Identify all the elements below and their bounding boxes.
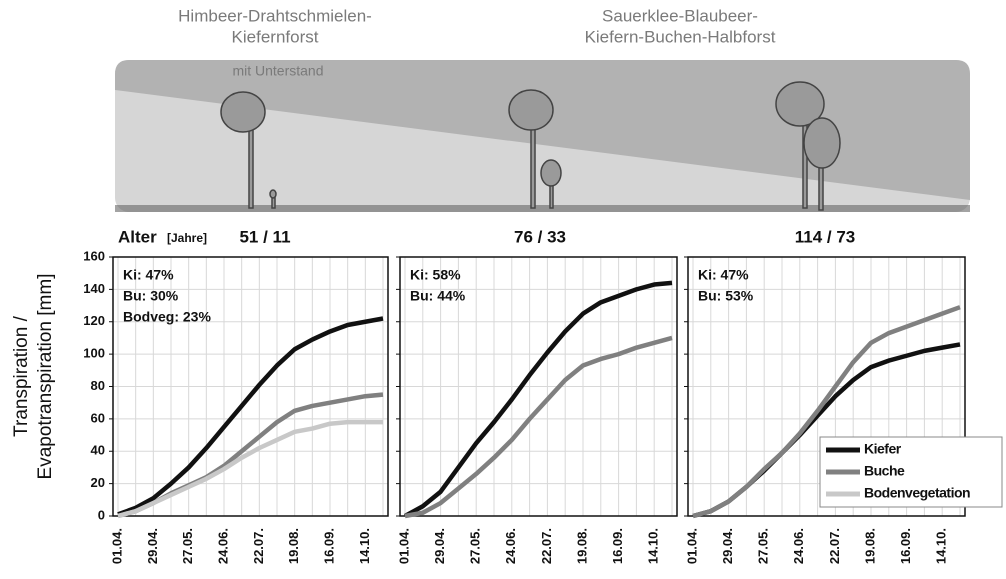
x-tick-label: 01.04. bbox=[684, 528, 699, 564]
x-tick-label: 29.04. bbox=[720, 528, 735, 564]
legend-label: Buche bbox=[864, 463, 905, 479]
x-tick-label: 22.07. bbox=[827, 528, 842, 564]
panel-title: 76 / 33 bbox=[514, 227, 566, 246]
annotation: Bodveg: 23% bbox=[123, 309, 211, 325]
x-tick-label: 24.06. bbox=[791, 528, 806, 564]
series-line bbox=[692, 305, 961, 519]
plot-frame bbox=[687, 256, 966, 517]
x-tick-label: 19.08. bbox=[286, 528, 301, 564]
plot-frame bbox=[399, 256, 678, 517]
age-label: Alter bbox=[118, 227, 157, 246]
x-tick-label: 01.04. bbox=[396, 528, 411, 564]
x-tick-label: 22.07. bbox=[251, 528, 266, 564]
band-shade bbox=[115, 60, 970, 200]
y-tick-label: 40 bbox=[91, 443, 105, 458]
y-tick-label: 60 bbox=[91, 410, 105, 425]
annotation: Ki: 47% bbox=[698, 267, 749, 283]
panel-title: 114 / 73 bbox=[795, 227, 856, 246]
illustration: Himbeer-Drahtschmielen- Kiefernforst mit… bbox=[115, 6, 970, 212]
age-unit: [Jahre] bbox=[167, 231, 207, 245]
y-tick-label: 20 bbox=[91, 475, 105, 490]
x-tick-label: 27.05. bbox=[180, 528, 195, 564]
y-tick-label: 160 bbox=[83, 248, 105, 263]
ground bbox=[115, 205, 970, 212]
annotation: Bu: 30% bbox=[123, 288, 179, 304]
y-tick-label: 100 bbox=[83, 346, 105, 361]
y-axis-label: Evapotranspiration [mm] bbox=[35, 274, 56, 480]
x-tick-label: 19.08. bbox=[862, 528, 877, 564]
forest-title: Sauerklee-Blaubeer- bbox=[602, 6, 758, 25]
x-tick-label: 01.04. bbox=[109, 528, 124, 564]
x-tick-label: 14.10. bbox=[646, 528, 661, 564]
y-tick-label: 140 bbox=[83, 281, 105, 296]
y-tick-label: 120 bbox=[83, 313, 105, 328]
annotation: Ki: 47% bbox=[123, 267, 174, 283]
y-tick-label: 0 bbox=[98, 507, 105, 522]
series-line bbox=[403, 280, 673, 518]
y-tick-label: 80 bbox=[91, 378, 105, 393]
plot-frame bbox=[112, 256, 389, 517]
x-tick-label: 29.04. bbox=[432, 528, 447, 564]
legend-label: Bodenvegetation bbox=[864, 485, 970, 501]
x-tick-label: 24.06. bbox=[215, 528, 230, 564]
x-tick-label: 24.06. bbox=[503, 528, 518, 564]
x-tick-label: 27.05. bbox=[756, 528, 771, 564]
x-tick-label: 27.05. bbox=[468, 528, 483, 564]
tree bbox=[220, 81, 841, 211]
forest-note: mit Unterstand bbox=[232, 63, 323, 79]
panel-title: 51 / 11 bbox=[239, 227, 290, 246]
x-tick-label: 19.08. bbox=[574, 528, 589, 564]
x-tick-label: 29.04. bbox=[145, 528, 160, 564]
x-tick-label: 16.09. bbox=[898, 528, 913, 564]
series-line bbox=[117, 419, 383, 519]
forest-title: Kiefern-Buchen-Halbforst bbox=[585, 27, 776, 46]
x-tick-label: 22.07. bbox=[539, 528, 554, 564]
forest-title: Himbeer-Drahtschmielen- bbox=[178, 6, 372, 25]
x-tick-label: 16.09. bbox=[321, 528, 336, 564]
annotation: Bu: 53% bbox=[698, 288, 754, 304]
x-tick-label: 16.09. bbox=[610, 528, 625, 564]
series-line bbox=[404, 335, 673, 519]
y-axis-label: Transpiration / bbox=[11, 315, 32, 436]
annotation: Ki: 58% bbox=[410, 267, 461, 283]
series-line bbox=[117, 316, 384, 517]
x-tick-label: 14.10. bbox=[357, 528, 372, 564]
x-tick-label: 14.10. bbox=[934, 528, 949, 564]
legend-label: Kiefer bbox=[864, 441, 902, 457]
annotation: Bu: 44% bbox=[410, 288, 466, 304]
forest-title: Kiefernforst bbox=[232, 27, 319, 46]
